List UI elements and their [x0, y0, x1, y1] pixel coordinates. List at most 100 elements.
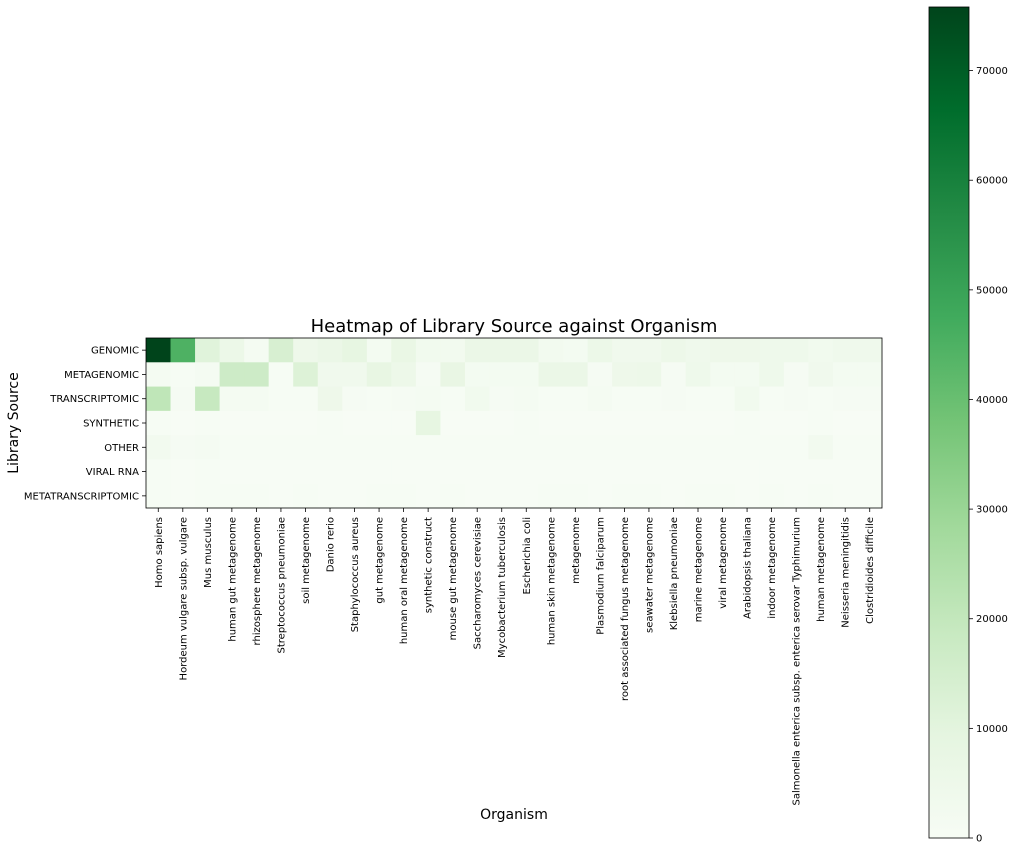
heatmap-cell [734, 386, 760, 412]
y-tick-label: METATRANSCRIPTOMIC [24, 491, 139, 502]
heatmap-cell [857, 435, 883, 460]
heatmap-cell [612, 459, 638, 485]
heatmap-cell [464, 362, 490, 387]
y-tick-label: METAGENOMIC [64, 370, 139, 381]
x-tick-label: gut metagenome [375, 517, 386, 604]
heatmap-cell [342, 386, 368, 412]
x-tick-label: human metagenome [816, 517, 827, 622]
colorbar-tick-label: 30000 [976, 505, 1008, 516]
x-tick-label: human skin metagenome [546, 517, 557, 645]
heatmap-cell [219, 338, 245, 363]
heatmap-cell [489, 483, 515, 509]
heatmap-cell [783, 362, 809, 387]
x-tick-label: Saccharomyces cerevisiae [473, 517, 484, 649]
heatmap-cell [366, 410, 392, 436]
x-tick-label: Staphylococcus aureus [350, 517, 361, 632]
heatmap-cell [514, 362, 539, 387]
y-tick-label: VIRAL RNA [86, 467, 139, 478]
heatmap-cell [317, 435, 343, 460]
heatmap-cell [440, 338, 466, 363]
heatmap-cell [244, 459, 270, 485]
heatmap-cell [219, 435, 245, 460]
colorbar-tick-label: 40000 [976, 395, 1008, 406]
heatmap-cell [832, 483, 858, 509]
y-tick-label: GENOMIC [91, 346, 139, 357]
heatmap-cell [857, 459, 883, 485]
heatmap-cell [146, 483, 171, 509]
heatmap-cell [268, 410, 294, 436]
heatmap-cell [415, 410, 441, 436]
heatmap-cell [538, 386, 564, 412]
chart-title: Heatmap of Library Source against Organi… [311, 316, 718, 337]
heatmap-cell [538, 435, 564, 460]
heatmap-cell [317, 410, 343, 436]
heatmap-cell [464, 435, 490, 460]
heatmap-cell [366, 435, 392, 460]
x-tick-label: root associated fungus metagenome [620, 517, 631, 701]
x-tick-label: Mus musculus [203, 517, 214, 588]
heatmap-cell [563, 435, 588, 460]
colorbar-ticks: 0 10000 20000 30000 40000 50000 60000 70000 [969, 66, 1008, 845]
heatmap-cell [808, 362, 834, 387]
heatmap-cell [391, 386, 417, 412]
heatmap-cell [563, 338, 588, 363]
heatmap-cell [293, 338, 319, 363]
heatmap-cell [514, 338, 539, 363]
heatmap-cell [759, 483, 785, 509]
x-tick-label: Hordeum vulgare subsp. vulgare [178, 517, 189, 680]
heatmap-cell [293, 386, 319, 412]
heatmap-cell [783, 338, 809, 363]
heatmap-cell [587, 386, 613, 412]
heatmap-cell [685, 386, 711, 412]
heatmap-cell [832, 410, 858, 436]
heatmap-cell [832, 362, 858, 387]
heatmap-cell [317, 338, 343, 363]
heatmap-cell [244, 483, 270, 509]
heatmap-cell [293, 435, 319, 460]
heatmap-cell [612, 338, 638, 363]
heatmap-cell [440, 435, 466, 460]
heatmap-cell [783, 459, 809, 485]
heatmap-cell [440, 386, 466, 412]
heatmap-cell [587, 459, 613, 485]
heatmap-cell [170, 386, 196, 412]
colorbar [928, 6, 970, 839]
heatmap-cell [734, 410, 760, 436]
heatmap-cell [857, 362, 883, 387]
heatmap-cell [685, 362, 711, 387]
heatmap-cell [685, 410, 711, 436]
heatmap-cell [563, 483, 588, 509]
heatmap-cell [612, 483, 638, 509]
heatmap-cell [710, 435, 736, 460]
heatmap-cell [244, 410, 270, 436]
heatmap-cell [808, 410, 834, 436]
heatmap-cell [538, 459, 564, 485]
heatmap-cell [268, 483, 294, 509]
heatmap-cell [587, 338, 613, 363]
heatmap-cell [268, 338, 294, 363]
heatmap-cell [415, 435, 441, 460]
colorbar-tick-label: 70000 [976, 66, 1008, 77]
heatmap-cell [391, 435, 417, 460]
colorbar-tick-label: 60000 [976, 176, 1008, 187]
x-tick-label: Arabidopsis thaliana [743, 517, 754, 619]
heatmap-cell [195, 338, 220, 363]
heatmap-cell [366, 338, 392, 363]
heatmap-cell [759, 338, 785, 363]
heatmap-cell [366, 483, 392, 509]
heatmap-cell [391, 459, 417, 485]
heatmap-cell [857, 386, 883, 412]
x-tick-label: Neisseria meningitidis [841, 517, 852, 628]
heatmap-cell [440, 362, 466, 387]
heatmap-cell [317, 483, 343, 509]
heatmap-cell [636, 483, 662, 509]
heatmap-cell [244, 435, 270, 460]
heatmap-cell [342, 435, 368, 460]
x-tick-label: soil metagenome [301, 517, 312, 604]
heatmap-cell [734, 338, 760, 363]
heatmap-cell [146, 410, 171, 436]
colorbar-tick-label: 50000 [976, 285, 1008, 296]
heatmap-cell [342, 459, 368, 485]
heatmap-cell [612, 410, 638, 436]
